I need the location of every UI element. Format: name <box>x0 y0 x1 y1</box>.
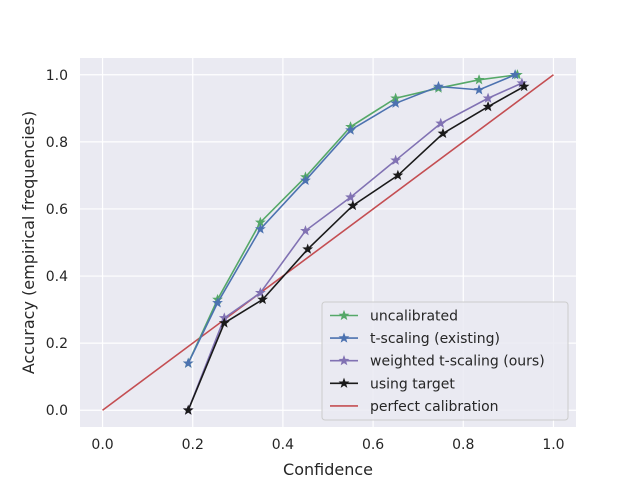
data-point <box>482 100 494 112</box>
legend-box <box>321 301 569 421</box>
series-perfect-calibration <box>102 74 554 411</box>
data-point <box>518 80 530 92</box>
grid <box>80 58 576 427</box>
data-point <box>212 297 223 308</box>
legend-label: t-scaling (existing) <box>370 331 500 347</box>
data-point <box>300 174 311 186</box>
legend-item: weighted t-scaling (ours) <box>330 354 545 370</box>
y-axis-label: Accuracy (empirical frequencies) <box>19 111 38 374</box>
y-axis: 0.0 0.2 0.4 0.6 0.8 1.0 <box>46 68 68 419</box>
series-layer <box>102 69 554 415</box>
data-point <box>509 69 521 80</box>
x-tick-label: 0.0 <box>91 437 113 453</box>
data-point <box>392 169 404 180</box>
data-point <box>473 84 485 95</box>
legend-label: uncalibrated <box>370 309 458 325</box>
data-point <box>347 199 359 211</box>
data-point <box>182 404 194 415</box>
data-point <box>390 154 402 165</box>
legend-item: perfect calibration <box>330 399 499 415</box>
legend-label: perfect calibration <box>370 399 499 415</box>
y-tick-label: 0.0 <box>46 403 68 419</box>
series-using-target <box>182 80 530 415</box>
y-tick-label: 0.8 <box>46 135 68 151</box>
data-point <box>254 287 266 298</box>
x-axis: 0.0 0.2 0.4 0.6 0.8 1.0 <box>91 437 564 453</box>
y-tick-label: 1.0 <box>46 68 68 84</box>
data-point <box>257 293 269 305</box>
x-tick-label: 1.0 <box>542 437 564 453</box>
legend-marker <box>338 332 350 343</box>
x-tick-label: 0.8 <box>452 437 474 453</box>
data-point <box>482 92 494 103</box>
legend-marker <box>338 309 350 321</box>
x-tick-label: 0.6 <box>362 437 384 453</box>
legend-item: using target <box>330 376 455 392</box>
series-line-perfect-calibration <box>102 74 554 411</box>
data-point <box>218 317 230 328</box>
data-point <box>345 191 356 202</box>
legend-label: using target <box>370 376 455 392</box>
x-tick-label: 0.2 <box>182 437 204 453</box>
x-tick-label: 0.4 <box>272 437 294 453</box>
data-point <box>473 74 485 85</box>
data-point <box>254 223 266 234</box>
data-point <box>435 117 447 129</box>
data-point <box>182 357 194 368</box>
legend-marker <box>338 355 350 366</box>
y-tick-label: 0.4 <box>46 269 68 285</box>
series-t-scaling-existing <box>182 69 521 368</box>
data-point <box>300 225 311 236</box>
data-point <box>345 124 356 135</box>
y-tick-label: 0.6 <box>46 202 68 218</box>
x-axis-label: Confidence <box>283 460 373 479</box>
y-tick-label: 0.2 <box>46 336 68 352</box>
legend-item: t-scaling (existing) <box>330 331 500 347</box>
data-point <box>390 97 402 108</box>
data-point <box>433 80 444 92</box>
legend-marker <box>338 377 350 388</box>
legend-label: weighted t-scaling (ours) <box>370 354 545 370</box>
legend: uncalibrated t-scaling (existing) weighted… <box>321 301 569 421</box>
data-point <box>437 127 449 139</box>
data-point <box>302 243 314 254</box>
legend-item: uncalibrated <box>330 309 458 325</box>
